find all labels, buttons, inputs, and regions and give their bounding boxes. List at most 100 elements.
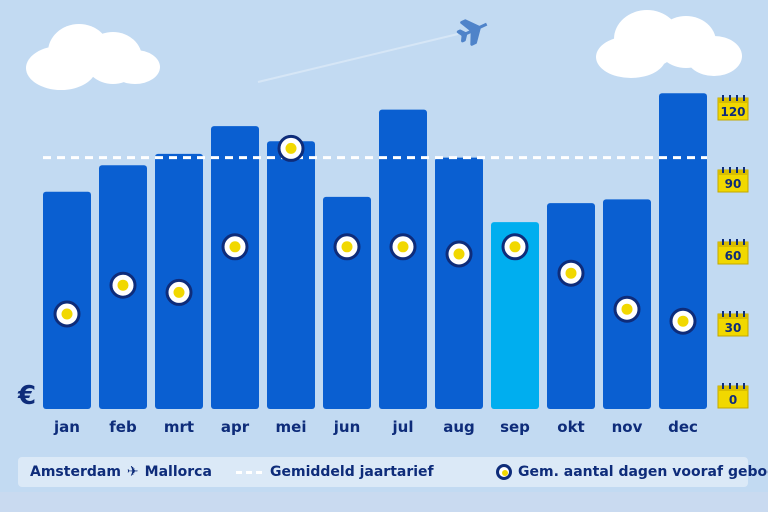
bar-sep bbox=[491, 222, 539, 409]
x-label-mrt: mrt bbox=[164, 418, 194, 436]
right-tick-label: 60 bbox=[725, 249, 742, 263]
calendar-icon: 30 bbox=[717, 311, 749, 337]
x-label-mei: mei bbox=[276, 418, 307, 436]
bar-aug bbox=[435, 157, 483, 409]
calendar-ring bbox=[736, 167, 738, 173]
calendar-ring bbox=[722, 383, 724, 389]
calendar-ring bbox=[743, 239, 745, 245]
legend-average-line-label: Gemiddeld jaartarief bbox=[270, 464, 434, 480]
legend-booking-days-label: Gem. aantal dagen vooraf geboekt bbox=[518, 464, 768, 480]
sky-decoration bbox=[257, 19, 488, 83]
bar-jun bbox=[323, 196, 371, 409]
booking-dot-okt bbox=[557, 259, 585, 287]
calendar-ring bbox=[722, 95, 724, 101]
x-axis-labels: jan feb mrt apr mei jun jul aug sep okt nov dec bbox=[53, 418, 698, 436]
calendar-ring bbox=[729, 167, 731, 173]
booking-dot-center bbox=[117, 279, 129, 291]
calendar-ring bbox=[743, 383, 745, 389]
booking-dot-center bbox=[173, 286, 185, 298]
x-label-dec: dec bbox=[668, 418, 698, 436]
x-label-jul: jul bbox=[392, 418, 414, 436]
calendar-ring bbox=[722, 239, 724, 245]
calendar-ring bbox=[743, 311, 745, 317]
booking-dot-jun bbox=[333, 233, 361, 261]
right-tick-label: 120 bbox=[720, 105, 745, 119]
booking-dot-center bbox=[61, 308, 73, 320]
booking-dot-center bbox=[341, 241, 353, 253]
dashed-line-swatch bbox=[236, 470, 262, 474]
legend-booking-days: Gem. aantal dagen vooraf geboekt bbox=[496, 464, 768, 480]
calendar-ring bbox=[736, 95, 738, 101]
right-tick-label: 90 bbox=[725, 177, 742, 191]
legend-origin: Amsterdam bbox=[30, 464, 121, 480]
calendar-ring bbox=[743, 167, 745, 173]
x-label-sep: sep bbox=[500, 418, 530, 436]
calendar-ring bbox=[722, 167, 724, 173]
calendar-ring bbox=[729, 95, 731, 101]
calendar-icon: 90 bbox=[717, 167, 749, 193]
booking-dot-apr bbox=[221, 233, 249, 261]
x-label-aug: aug bbox=[443, 418, 475, 436]
legend-route: Amsterdam ✈ Mallorca bbox=[30, 464, 212, 480]
booking-dot-center bbox=[229, 241, 241, 253]
x-label-nov: nov bbox=[612, 418, 643, 436]
booking-dot-center bbox=[565, 267, 577, 279]
calendar-ring bbox=[729, 383, 731, 389]
calendar-ring bbox=[729, 311, 731, 317]
legend-average-line: Gemiddeld jaartarief bbox=[236, 464, 434, 480]
booking-dot-center bbox=[621, 303, 633, 315]
calendar-ring bbox=[736, 311, 738, 317]
booking-dot-dec bbox=[669, 307, 697, 335]
calendar-header bbox=[718, 98, 748, 103]
booking-dot-jan bbox=[53, 300, 81, 328]
contrail bbox=[257, 33, 459, 83]
x-label-jan: jan bbox=[53, 418, 80, 436]
calendar-icon: 0 bbox=[717, 383, 749, 409]
bar-apr bbox=[211, 126, 259, 409]
booking-dot-center bbox=[285, 142, 297, 154]
bottom-band bbox=[0, 492, 768, 512]
bar-dec bbox=[659, 93, 707, 409]
airplane-icon bbox=[456, 19, 488, 46]
booking-dot-jul bbox=[389, 233, 417, 261]
calendar-ring bbox=[722, 311, 724, 317]
calendar-icon: 60 bbox=[717, 239, 749, 265]
booking-dot-center bbox=[397, 241, 409, 253]
calendar-ring bbox=[736, 239, 738, 245]
plane-icon: ✈ bbox=[126, 464, 139, 480]
airplane-shape bbox=[456, 19, 488, 46]
legend-destination: Mallorca bbox=[144, 464, 212, 480]
dot-swatch bbox=[496, 464, 512, 480]
currency-symbol: € bbox=[17, 381, 36, 411]
booking-dot-center bbox=[509, 241, 521, 253]
cloud-left bbox=[26, 22, 166, 92]
bars-group bbox=[43, 93, 707, 410]
calendar-header bbox=[718, 386, 748, 391]
calendar-ring bbox=[743, 95, 745, 101]
booking-dot-center bbox=[677, 315, 689, 327]
bar-okt bbox=[547, 203, 595, 409]
right-tick-label: 0 bbox=[729, 393, 737, 407]
booking-dot-mei bbox=[277, 134, 305, 162]
calendar-header bbox=[718, 314, 748, 319]
x-label-feb: feb bbox=[109, 418, 137, 436]
bar-jan bbox=[43, 191, 91, 409]
right-axis-calendar-ticks: 0 30 60 90 120 bbox=[717, 95, 749, 409]
booking-dot-nov bbox=[613, 295, 641, 323]
x-label-apr: apr bbox=[221, 418, 250, 436]
calendar-ring bbox=[736, 383, 738, 389]
booking-dot-feb bbox=[109, 271, 137, 299]
calendar-ring bbox=[729, 239, 731, 245]
booking-days-dots-group bbox=[53, 134, 697, 335]
right-tick-label: 30 bbox=[725, 321, 742, 335]
booking-dot-mrt bbox=[165, 278, 193, 306]
booking-dot-sep bbox=[501, 233, 529, 261]
cloud-right bbox=[596, 10, 746, 82]
calendar-header bbox=[718, 242, 748, 247]
booking-dot-center bbox=[453, 248, 465, 260]
bar-mei bbox=[267, 141, 315, 410]
calendar-icon: 120 bbox=[717, 95, 749, 121]
x-label-jun: jun bbox=[333, 418, 361, 436]
x-label-okt: okt bbox=[557, 418, 584, 436]
